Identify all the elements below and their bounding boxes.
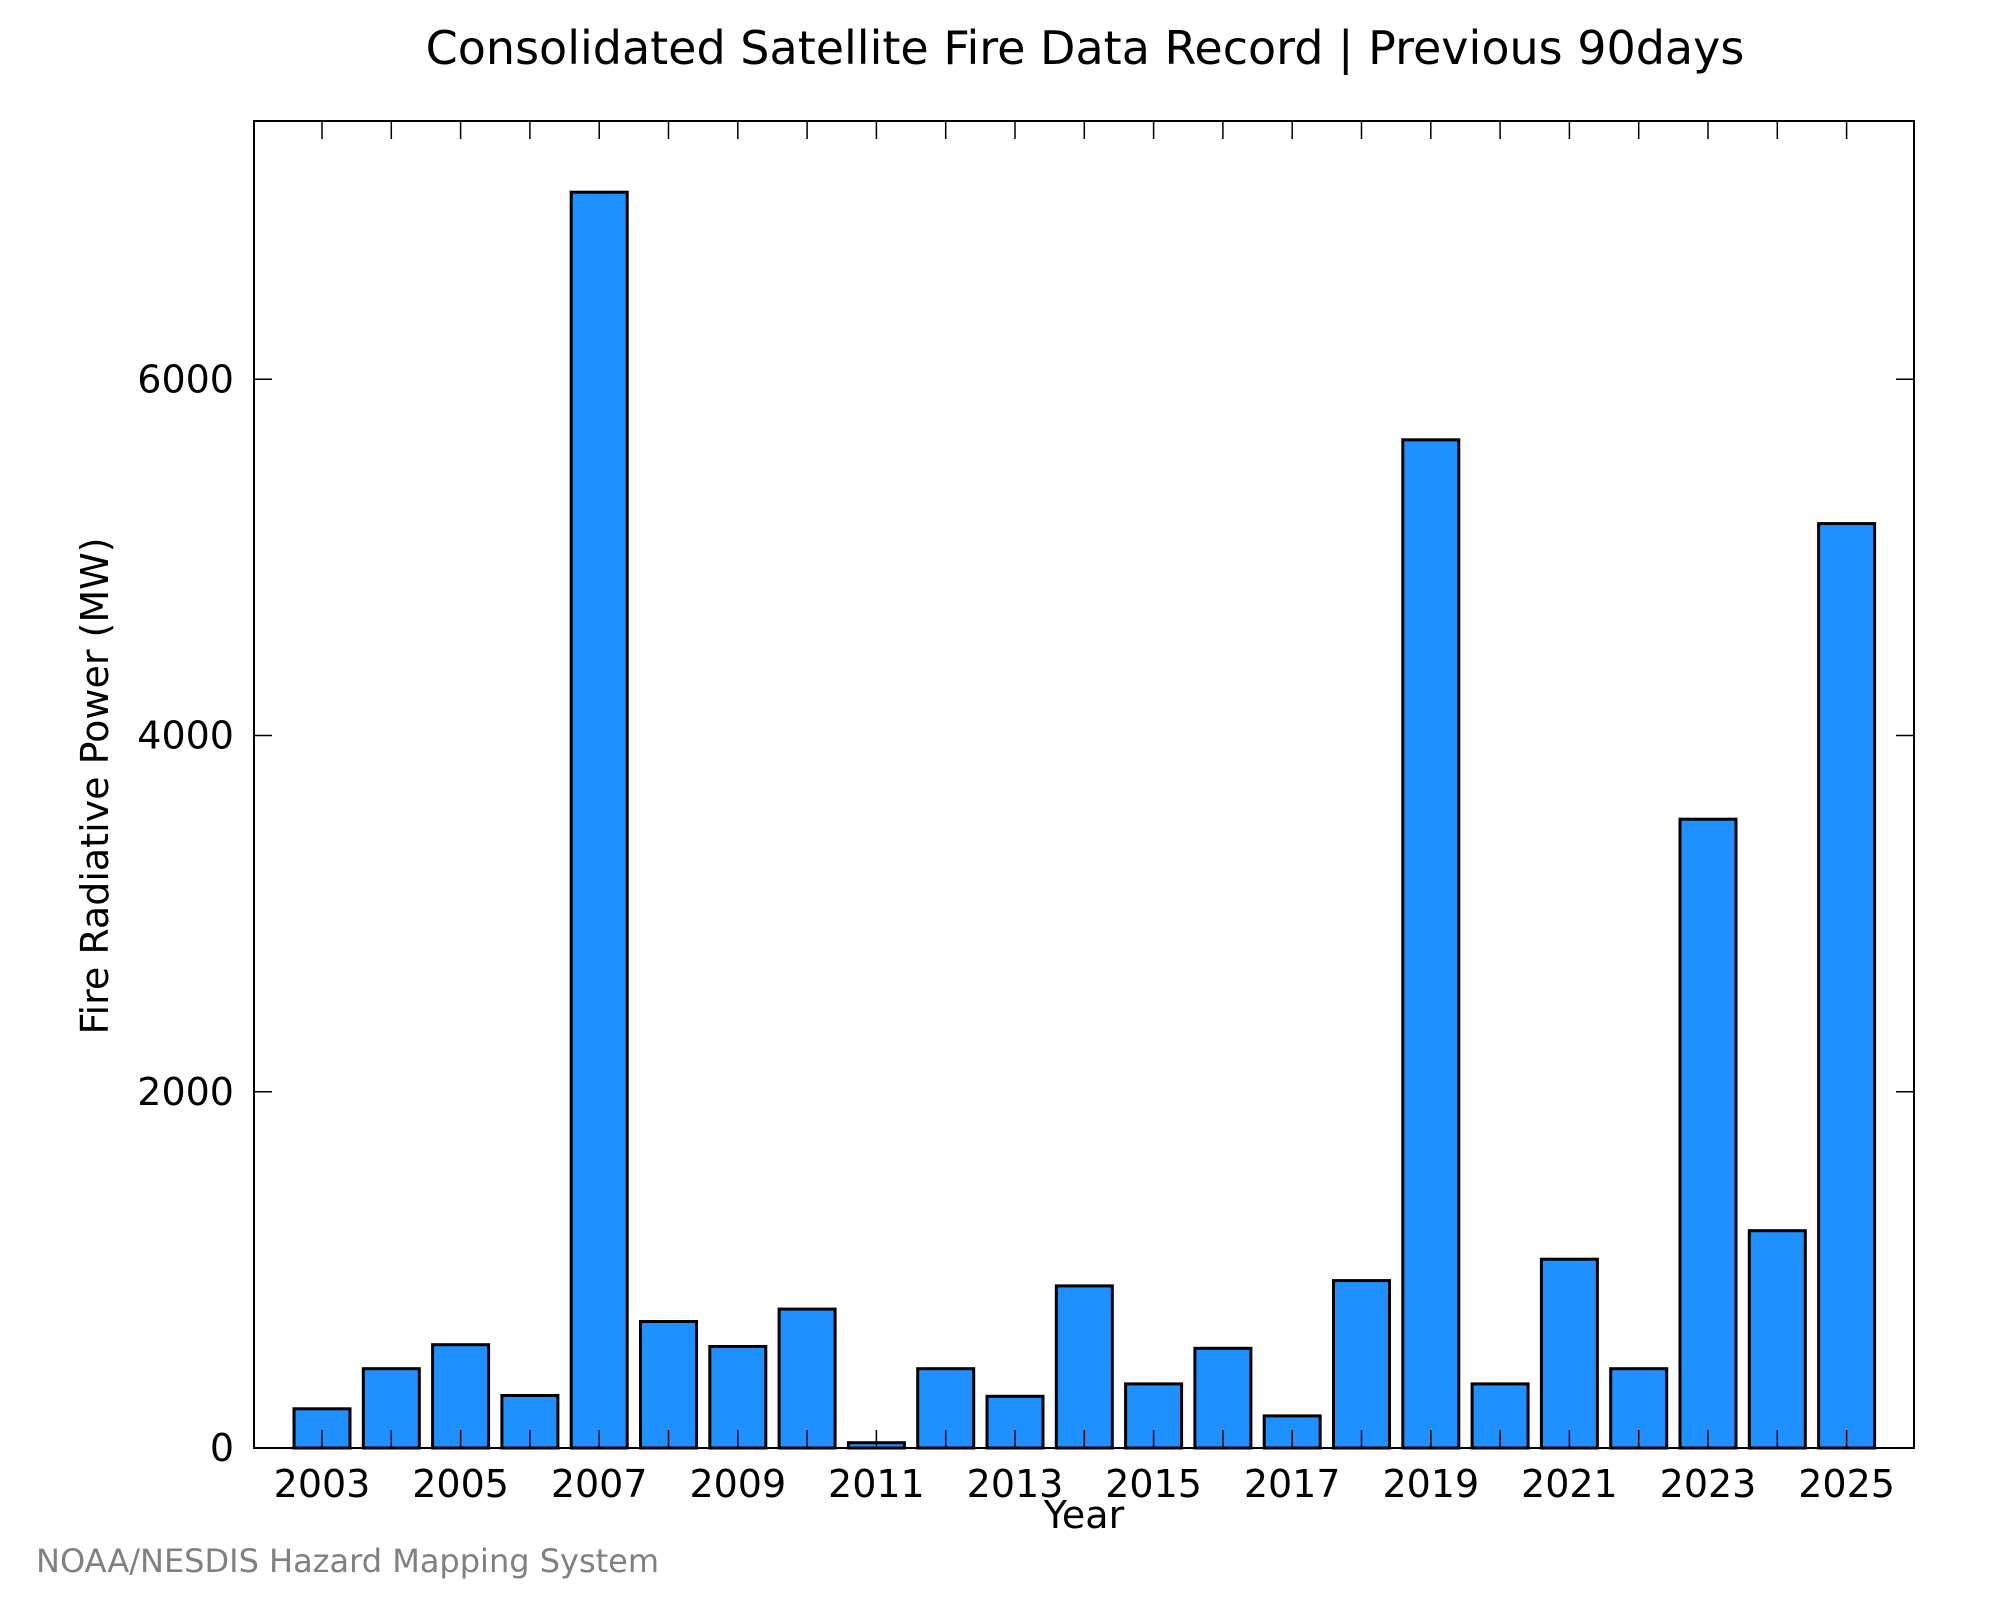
x-tick-label-2015: 2015 — [1105, 1462, 1202, 1506]
y-tick-label-4000: 4000 — [137, 714, 234, 758]
bar-2019 — [1401, 438, 1461, 1450]
bar-2018 — [1332, 1279, 1391, 1450]
x-tick-label-2017: 2017 — [1244, 1462, 1341, 1506]
x-tick-label-2005: 2005 — [412, 1462, 509, 1506]
bar-2014 — [1054, 1284, 1114, 1450]
x-tick-label-2021: 2021 — [1521, 1462, 1618, 1506]
y-tick-label-6000: 6000 — [137, 357, 234, 401]
x-tick-label-2007: 2007 — [551, 1462, 648, 1506]
x-tick-label-2011: 2011 — [828, 1462, 925, 1506]
bar-2008 — [639, 1320, 698, 1450]
bar-2023 — [1678, 817, 1738, 1450]
credit-text: NOAA/NESDIS Hazard Mapping System — [36, 1542, 659, 1580]
y-tick-label-0: 0 — [210, 1426, 234, 1470]
bar-2024 — [1747, 1229, 1807, 1450]
x-tick-label-2019: 2019 — [1382, 1462, 1479, 1506]
bar-2007 — [569, 190, 629, 1450]
bar-2025 — [1817, 522, 1877, 1450]
y-axis-label: Fire Radiative Power (MW) — [73, 537, 117, 1034]
x-tick-label-2009: 2009 — [689, 1462, 786, 1506]
x-axis-label: Year — [1043, 1493, 1125, 1537]
bar-2010 — [777, 1307, 837, 1450]
ticks-group: 2003 2005 2007 2009 2011 2013 2015 2017 2019 2021… — [137, 121, 1914, 1506]
y-tick-label-2000: 2000 — [137, 1070, 234, 1114]
x-tick-label-2025: 2025 — [1798, 1462, 1895, 1506]
x-tick-label-2023: 2023 — [1660, 1462, 1757, 1506]
plot-frame — [253, 120, 1915, 1449]
x-tick-label-2003: 2003 — [274, 1462, 371, 1506]
chart-title: Consolidated Satellite Fire Data Record … — [426, 21, 1745, 76]
bars-group — [292, 190, 1877, 1450]
x-tick-label-2013: 2013 — [967, 1462, 1064, 1506]
bar-2021 — [1539, 1257, 1599, 1450]
